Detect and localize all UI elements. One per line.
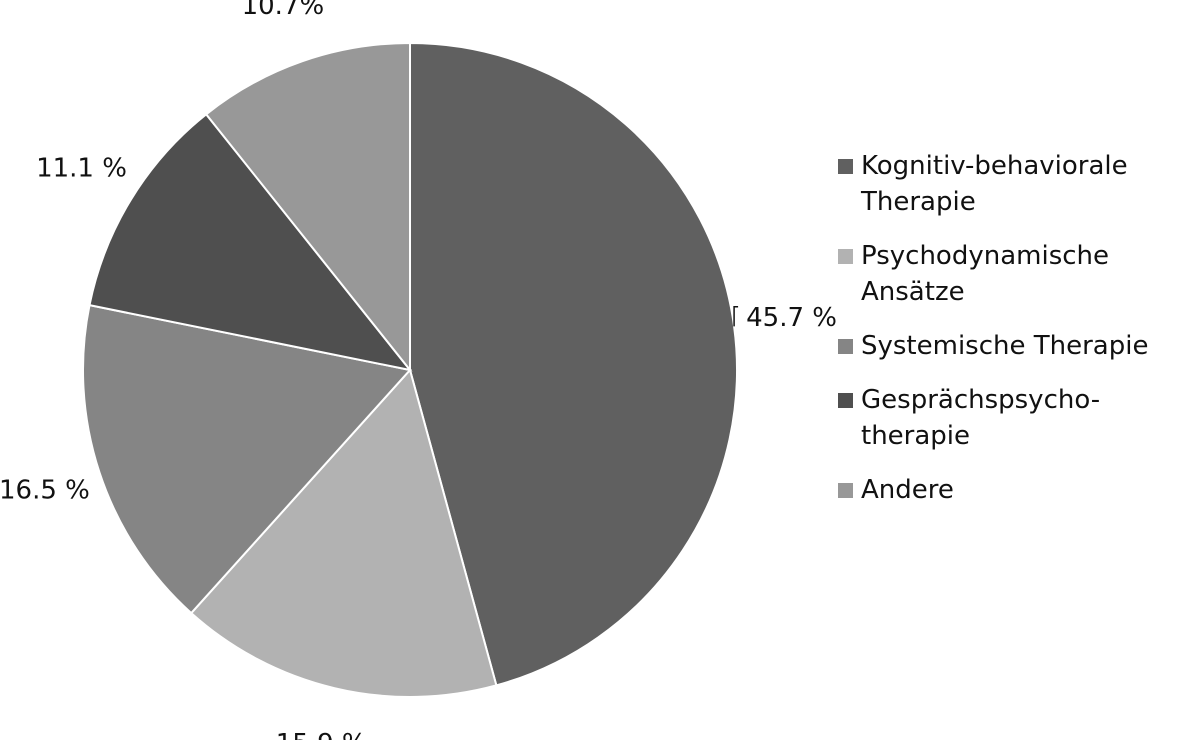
legend-item: Kognitiv-behaviorale Therapie	[838, 148, 1168, 220]
data-label: 15.9 %	[276, 729, 367, 740]
pie-slice	[204, 41, 411, 373]
legend-swatch	[838, 483, 853, 498]
data-label: 11.1 %	[36, 154, 127, 184]
legend-item: Systemische Therapie	[838, 328, 1168, 364]
data-label: 45.7 %	[746, 303, 837, 333]
legend-label: Gesprächspsycho-therapie	[861, 385, 1101, 451]
legend-label: Andere	[861, 475, 954, 505]
legend-swatch	[838, 159, 853, 174]
legend-item: Gesprächspsycho-therapie	[838, 382, 1168, 454]
legend: Kognitiv-behaviorale Therapie Psychodynam…	[838, 148, 1168, 526]
data-label: 10.7%	[242, 0, 325, 21]
legend-label: Kognitiv-behaviorale Therapie	[861, 151, 1128, 217]
pie-slice	[409, 41, 738, 687]
leader-line	[733, 305, 739, 327]
legend-item: Psychodynamische Ansätze	[838, 238, 1168, 310]
pie-slice	[82, 303, 412, 615]
data-label: 16.5 %	[0, 475, 90, 505]
pie-slice	[88, 112, 413, 372]
pie-slice	[189, 367, 498, 698]
legend-swatch	[838, 339, 853, 354]
legend-label: Psychodynamische Ansätze	[861, 241, 1110, 307]
legend-swatch	[838, 249, 853, 264]
legend-item: Andere	[838, 472, 1168, 508]
legend-label: Systemische Therapie	[861, 331, 1149, 361]
legend-swatch	[838, 393, 853, 408]
